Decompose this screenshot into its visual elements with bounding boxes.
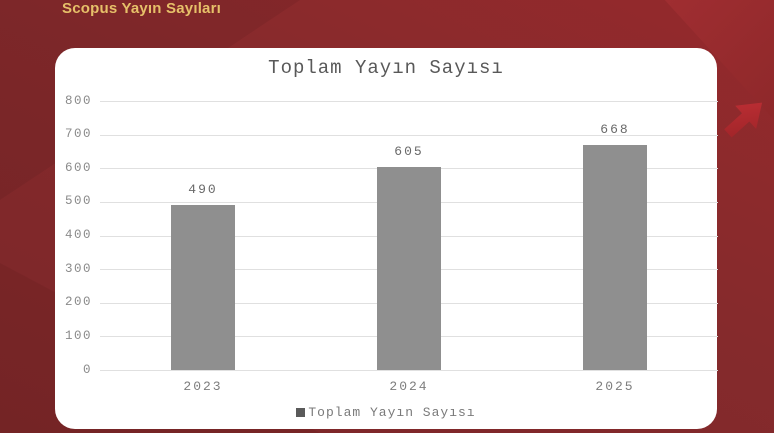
chart-title: Toplam Yayın Sayısı [268,57,504,79]
bar [171,205,235,370]
bar-value-label: 668 [600,122,630,138]
x-axis-category-label: 2023 [183,379,223,394]
y-axis-tick-label: 200 [64,295,92,310]
y-axis-tick-label: 500 [64,194,92,209]
x-axis: 2023 2024 2025 [100,379,718,395]
y-axis-tick-label: 800 [64,93,92,108]
bar-value-label: 490 [188,182,218,198]
x-axis-category-label: 2024 [389,379,429,394]
y-axis-tick-label: 400 [64,228,92,242]
x-axis-category-label: 2025 [595,379,635,394]
legend-label: Toplam Yayın Sayısı [308,405,476,420]
y-axis-tick-label: 700 [64,127,92,142]
bar [377,166,441,370]
y-axis-tick-label: 300 [64,261,92,276]
page-title: Scopus Yayın Sayıları [62,0,222,17]
legend-marker-icon [296,408,306,417]
bar-value-label: 605 [394,143,424,159]
trend-up-arrow-icon [724,102,763,138]
gridline [100,101,718,102]
legend: Toplam Yayın Sayısı [55,405,717,420]
y-axis-tick-label: 100 [64,328,92,343]
bar [583,145,647,370]
gridline [100,370,718,371]
y-axis-tick-label: 0 [82,362,92,377]
chart-panel: Toplam Yayın Sayısı 0 100 200 300 400 500 600 7… [55,48,718,429]
plot-area: 490 605 668 [100,101,718,371]
y-axis-tick-label: 600 [64,160,92,175]
gridline [100,134,718,136]
